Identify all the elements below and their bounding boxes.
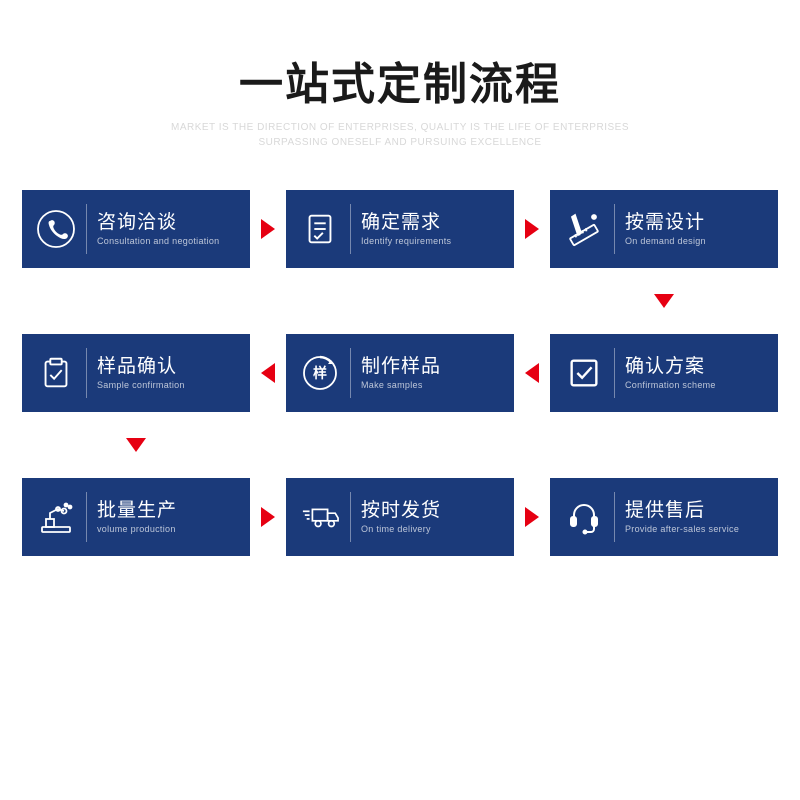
flow-container: 咨询洽谈 Consultation and negotiation 确定需求 I… — [0, 190, 800, 556]
step-divider — [350, 348, 351, 398]
step-title-cn: 制作样品 — [361, 356, 441, 379]
step-divider — [614, 348, 615, 398]
step-title-cn: 按时发货 — [361, 500, 441, 523]
arrow-down-row-2 — [22, 412, 778, 478]
step-title-cn: 样品确认 — [97, 356, 185, 379]
arrow-down-icon — [126, 438, 146, 452]
main-title: 一站式定制流程 — [0, 48, 800, 112]
arrow-left-icon — [525, 363, 539, 383]
step-delivery: 按时发货 On time delivery — [286, 478, 514, 556]
arrow-right-icon — [261, 219, 275, 239]
step-title-cn: 咨询洽谈 — [97, 212, 220, 235]
step-title-cn: 确定需求 — [361, 212, 451, 235]
robot-icon — [34, 495, 78, 539]
arrow-down-icon — [654, 294, 674, 308]
step-title-en: On demand design — [625, 236, 706, 246]
subtitle-line1: MARKET IS THE DIRECTION OF ENTERPRISES, … — [171, 122, 629, 133]
sample-icon: 样 — [298, 351, 342, 395]
arrow-left-icon — [261, 363, 275, 383]
ruler-icon — [562, 207, 606, 251]
step-divider — [614, 492, 615, 542]
step-confirm-scheme: 确认方案 Confirmation scheme — [550, 334, 778, 412]
step-title-en: Consultation and negotiation — [97, 236, 220, 246]
flow-row-1: 咨询洽谈 Consultation and negotiation 确定需求 I… — [22, 190, 778, 268]
clipboard-icon — [34, 351, 78, 395]
step-divider — [350, 204, 351, 254]
step-sample-confirm: 样品确认 Sample confirmation — [22, 334, 250, 412]
step-design: 按需设计 On demand design — [550, 190, 778, 268]
arrow-right-icon — [525, 507, 539, 527]
step-title-cn: 提供售后 — [625, 500, 739, 523]
document-icon — [298, 207, 342, 251]
step-divider — [86, 348, 87, 398]
step-title-en: volume production — [97, 524, 177, 534]
step-title-cn: 批量生产 — [97, 500, 177, 523]
flow-row-2: 样品确认 Sample confirmation 样 制作样品 Make sam… — [22, 334, 778, 412]
step-title-cn: 确认方案 — [625, 356, 716, 379]
step-aftersales: 提供售后 Provide after-sales service — [550, 478, 778, 556]
step-title-en: Provide after-sales service — [625, 524, 739, 534]
flow-row-3: 批量生产 volume production 按时发货 On — [22, 478, 778, 556]
step-divider — [614, 204, 615, 254]
step-requirements: 确定需求 Identify requirements — [286, 190, 514, 268]
step-title-en: Sample confirmation — [97, 380, 185, 390]
step-consultation: 咨询洽谈 Consultation and negotiation — [22, 190, 250, 268]
step-production: 批量生产 volume production — [22, 478, 250, 556]
subtitle-line2: SURPASSING ONESELF AND PURSUING EXCELLEN… — [258, 137, 541, 148]
arrow-down-row-1 — [22, 268, 778, 334]
arrow-right-icon — [261, 507, 275, 527]
step-title-en: Confirmation scheme — [625, 380, 716, 390]
step-title-en: Identify requirements — [361, 236, 451, 246]
step-title-en: Make samples — [361, 380, 441, 390]
phone-icon — [34, 207, 78, 251]
svg-text:样: 样 — [313, 365, 327, 381]
subtitle: MARKET IS THE DIRECTION OF ENTERPRISES, … — [0, 120, 800, 150]
checkbox-icon — [562, 351, 606, 395]
step-make-sample: 样 制作样品 Make samples — [286, 334, 514, 412]
headset-icon — [562, 495, 606, 539]
truck-icon — [298, 495, 342, 539]
step-title-en: On time delivery — [361, 524, 441, 534]
header: 一站式定制流程 MARKET IS THE DIRECTION OF ENTER… — [0, 0, 800, 190]
step-divider — [86, 492, 87, 542]
step-divider — [350, 492, 351, 542]
step-title-cn: 按需设计 — [625, 212, 706, 235]
arrow-right-icon — [525, 219, 539, 239]
step-divider — [86, 204, 87, 254]
